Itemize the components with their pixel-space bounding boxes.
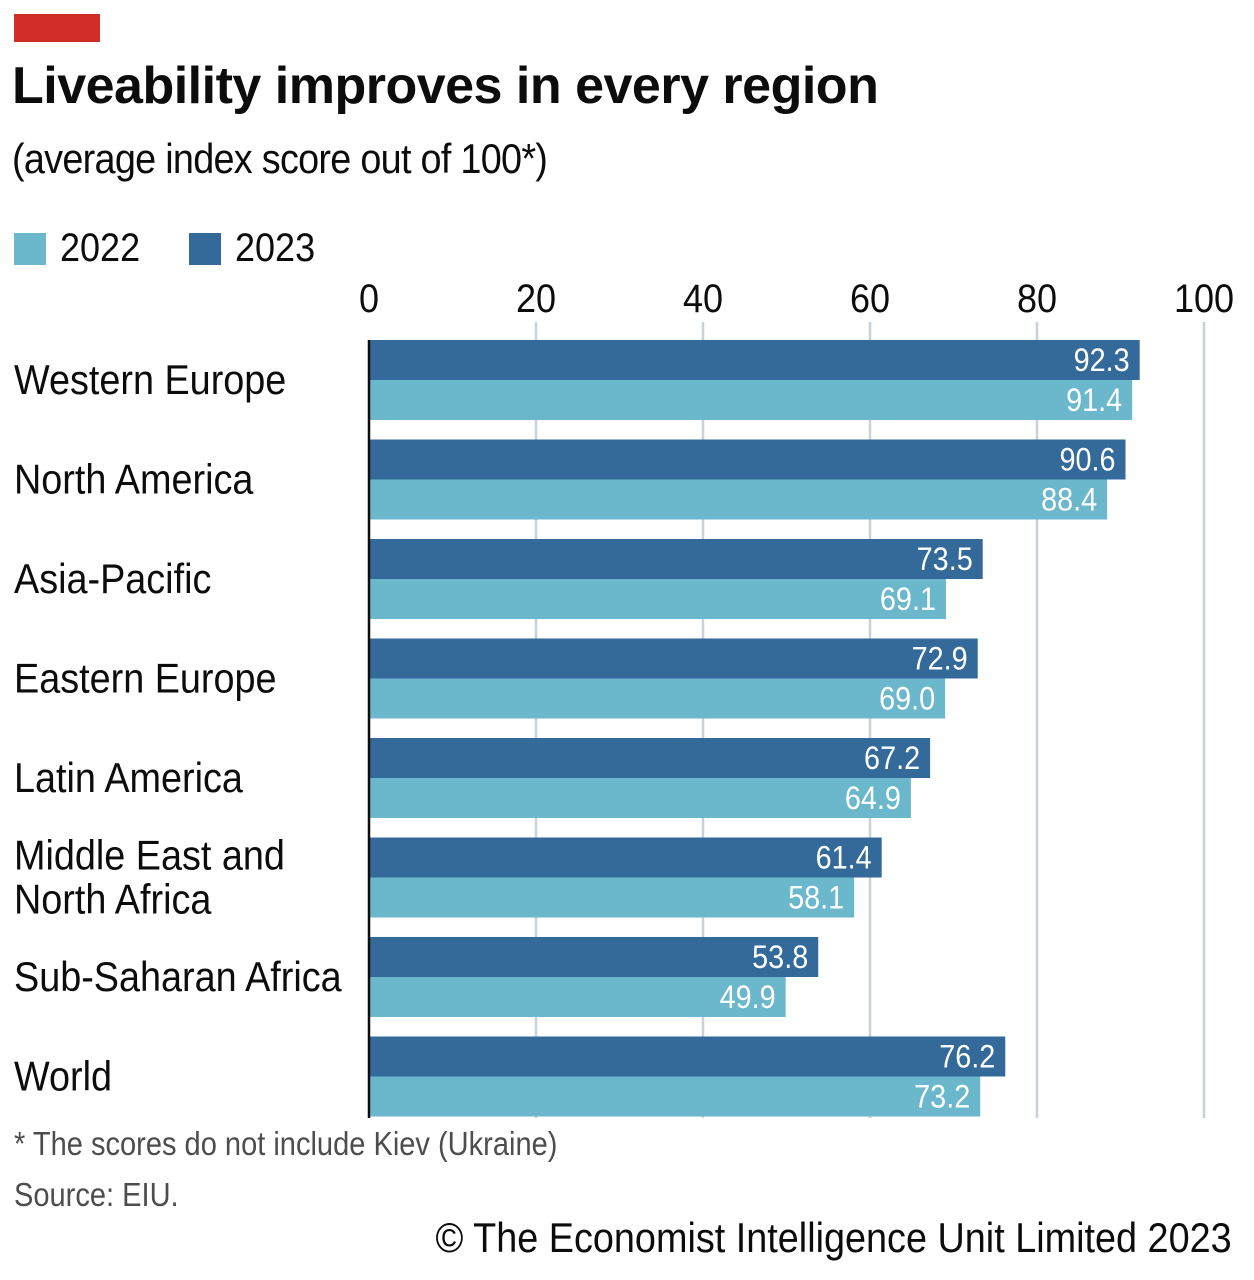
data-label-2023-2: 73.5	[917, 542, 973, 578]
x-tick-label-20: 20	[516, 277, 556, 321]
data-label-2022-0: 91.4	[1066, 383, 1122, 419]
category-label-4: Latin America	[14, 755, 244, 801]
category-label-2: Asia-Pacific	[14, 556, 211, 602]
bar-2022-4	[369, 778, 911, 818]
copyright-notice: © The Economist Intelligence Unit Limite…	[435, 1214, 1232, 1261]
bar-2022-7	[369, 1076, 981, 1117]
category-label-6: Sub-Saharan Africa	[14, 954, 342, 1000]
data-label-2023-5: 61.4	[816, 840, 872, 876]
data-label-2023-4: 67.2	[864, 741, 920, 777]
data-label-2023-7: 76.2	[939, 1039, 995, 1075]
legend-item-2022: 2022	[14, 226, 149, 271]
category-label-5-line-0: Middle East and	[14, 833, 285, 879]
bar-2023-6	[369, 937, 819, 977]
bar-2023-5	[369, 837, 882, 878]
data-label-2022-6: 49.9	[720, 980, 776, 1016]
footnote: * The scores do not include Kiev (Ukrain…	[14, 1125, 558, 1162]
category-label-7: World	[14, 1054, 112, 1100]
legend-label-2023: 2023	[234, 226, 316, 270]
bar-2022-5	[369, 877, 855, 918]
data-label-2023-1: 90.6	[1059, 442, 1115, 478]
data-label-2022-7: 73.2	[914, 1079, 970, 1115]
bar-2022-1	[369, 479, 1108, 520]
x-tick-label-0: 0	[359, 277, 379, 321]
bar-2023-3	[369, 638, 978, 679]
category-label-0: Western Europe	[14, 357, 286, 403]
bar-2023-7	[369, 1036, 1006, 1077]
legend-item-2023: 2023	[188, 226, 324, 271]
bar-2022-2	[369, 579, 946, 619]
data-label-2023-0: 92.3	[1074, 343, 1130, 379]
chart-subtitle: (average index score out of 100*)	[12, 135, 548, 182]
category-label-5-line-1: North Africa	[14, 877, 212, 923]
category-label-1: North America	[14, 457, 254, 503]
accent-tag	[14, 14, 100, 42]
source-note: Source: EIU.	[14, 1176, 179, 1213]
bar-2023-2	[369, 539, 983, 579]
bar-2023-0	[369, 340, 1140, 380]
category-label-3: Eastern Europe	[14, 656, 277, 702]
data-label-2023-3: 72.9	[912, 641, 968, 677]
x-tick-label-80: 80	[1017, 277, 1057, 321]
data-label-2022-2: 69.1	[880, 582, 936, 618]
legend-label-2022: 2022	[60, 226, 141, 270]
x-tick-label-100: 100	[1174, 277, 1234, 321]
x-tick-label-40: 40	[683, 277, 723, 321]
data-label-2022-1: 88.4	[1041, 482, 1097, 518]
chart-title: Liveability improves in every region	[12, 57, 879, 115]
legend-swatch-2023	[188, 232, 221, 265]
legend-swatch-2022	[14, 232, 46, 265]
data-label-2022-4: 64.9	[845, 781, 901, 817]
data-label-2022-3: 69.0	[879, 681, 935, 717]
bar-2022-0	[369, 380, 1133, 420]
bar-2023-1	[369, 439, 1126, 480]
x-tick-label-60: 60	[850, 277, 890, 321]
bar-2022-6	[369, 977, 786, 1017]
bar-2023-4	[369, 738, 931, 778]
bar-2022-3	[369, 678, 946, 719]
data-label-2023-6: 53.8	[752, 940, 808, 976]
legend: 2022 2023	[14, 226, 364, 271]
data-label-2022-5: 58.1	[788, 880, 844, 916]
